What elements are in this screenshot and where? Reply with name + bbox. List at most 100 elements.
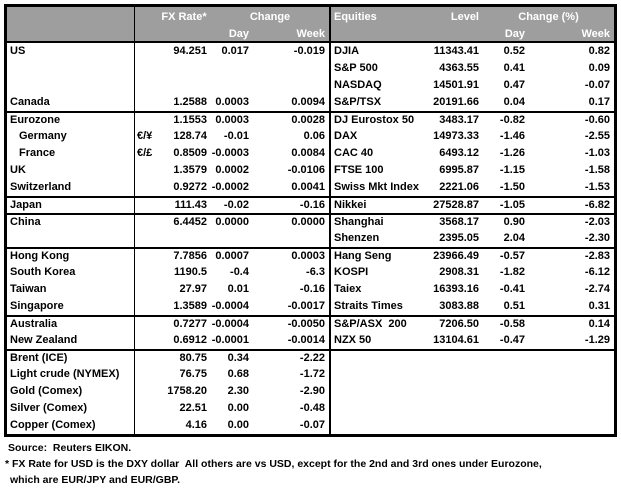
equity-week-change-cell: 0.17 xyxy=(588,96,610,108)
fx-change-column-header: Change xyxy=(211,7,329,27)
equity-level-cell: 2908.31 xyxy=(439,266,479,278)
header-rate-spacer-2 xyxy=(157,27,211,43)
fx-name-cell xyxy=(7,230,135,247)
fx-rate-cell: 7.7856 xyxy=(157,247,211,264)
equity-week-change-cell: -1.03 xyxy=(584,147,610,159)
fx-rate-cell: 1758.20 xyxy=(167,385,207,397)
equity-level-cell: 3568.17 xyxy=(426,213,483,230)
fx-rate-cell: 128.74 xyxy=(173,130,207,142)
equity-day-change-cell: 0.52 xyxy=(503,45,525,57)
fx-rate-cell xyxy=(157,60,211,77)
equity-name-cell: FTSE 100 xyxy=(329,162,426,179)
equity-week-change-cell xyxy=(529,383,614,400)
equity-day-change-cell: 0.41 xyxy=(503,62,525,74)
equity-level-cell: 2221.06 xyxy=(439,181,479,193)
equity-week-change-cell xyxy=(529,366,614,383)
fx-week-change-cell: -0.019 xyxy=(293,45,325,57)
equity-day-change-cell xyxy=(483,349,529,366)
fx-week-change-cell: 0.0000 xyxy=(253,213,329,230)
fx-day-change-cell: -0.01 xyxy=(223,130,249,142)
equity-week-change-cell: -1.58 xyxy=(584,164,610,176)
fx-name-cell: Taiwan xyxy=(7,281,135,298)
fx-pair-cell xyxy=(135,213,157,230)
equity-level-cell xyxy=(426,417,483,434)
fx-pair-cell xyxy=(135,94,157,111)
fx-name-cell: New Zealand xyxy=(7,332,135,349)
equity-day-change-cell xyxy=(483,400,529,417)
fx-pair-cell: €/¥ xyxy=(137,130,153,142)
fx-day-change-cell: -0.0003 xyxy=(211,147,249,159)
fx-day-change-cell: 0.0000 xyxy=(211,213,253,230)
equity-day-change-cell: -1.50 xyxy=(499,181,525,193)
equity-day-change-cell xyxy=(483,417,529,434)
equity-day-change-cell: 0.04 xyxy=(503,96,525,108)
fx-week-column-header: Week xyxy=(253,27,329,43)
fx-week-change-cell: -2.22 xyxy=(253,349,329,366)
level-column-header: Level xyxy=(426,7,483,27)
equity-level-cell: 23966.49 xyxy=(426,247,483,264)
fx-week-change-cell: 0.0094 xyxy=(291,96,325,108)
fx-pair-cell xyxy=(135,400,157,417)
fx-name-cell: US xyxy=(7,43,135,60)
fx-week-change-cell: -2.90 xyxy=(299,385,325,397)
equity-level-cell xyxy=(426,383,483,400)
fx-pair-cell xyxy=(135,60,157,77)
fx-week-change-cell: 0.0041 xyxy=(291,181,325,193)
equity-name-cell: Nikkei xyxy=(329,196,426,213)
equity-week-change-cell: 0.09 xyxy=(588,62,610,74)
fx-name-cell: Singapore xyxy=(7,298,135,315)
fx-day-change-cell: -0.4 xyxy=(230,266,249,278)
fx-week-change-cell: -6.3 xyxy=(306,266,325,278)
equity-day-change-cell: -0.47 xyxy=(499,334,525,346)
fx-rate-cell: 0.6912 xyxy=(173,334,207,346)
fx-pair-cell xyxy=(135,366,157,383)
fx-week-change-cell: 0.0003 xyxy=(253,247,329,264)
fx-rate-cell: 76.75 xyxy=(179,368,207,380)
fx-name-cell: Hong Kong xyxy=(7,247,135,264)
fx-week-change-cell xyxy=(253,230,329,247)
equity-day-change-cell: -1.26 xyxy=(499,147,525,159)
fx-name-cell: China xyxy=(7,213,135,230)
equity-week-change-cell: -2.83 xyxy=(529,247,614,264)
equity-week-change-cell: -2.74 xyxy=(584,283,610,295)
fx-name-cell: Gold (Comex) xyxy=(7,383,135,400)
fx-rate-cell: 1.1553 xyxy=(157,111,211,128)
fx-name-cell: South Korea xyxy=(7,264,135,281)
eq-week-column-header: Week xyxy=(529,27,614,43)
fx-day-column-header: Day xyxy=(211,27,253,43)
fx-rate-cell: 0.7277 xyxy=(157,315,211,332)
equity-day-change-cell: -1.15 xyxy=(499,164,525,176)
fx-name-cell xyxy=(7,77,135,94)
fx-day-change-cell: -0.0004 xyxy=(211,300,249,312)
equity-day-change-cell: -0.82 xyxy=(483,111,529,128)
equity-level-cell: 6493.12 xyxy=(439,147,479,159)
equity-level-cell: 14501.91 xyxy=(433,79,479,91)
fx-day-change-cell: 0.34 xyxy=(211,349,253,366)
fx-rate-cell xyxy=(157,230,211,247)
equity-level-cell: 3083.88 xyxy=(439,300,479,312)
fx-week-change-cell: -0.0017 xyxy=(287,300,325,312)
equity-name-cell: CAC 40 xyxy=(329,145,426,162)
fx-name-cell: Canada xyxy=(7,94,135,111)
fx-rate-cell: 6.4452 xyxy=(157,213,211,230)
fx-pair-cell xyxy=(135,298,157,315)
fx-week-change-cell: -0.07 xyxy=(299,419,325,431)
equity-week-change-cell: -0.07 xyxy=(584,79,610,91)
header-pair-spacer xyxy=(135,7,157,27)
header-eq-name-spacer-2 xyxy=(329,27,426,43)
equity-week-change-cell: -6.12 xyxy=(584,266,610,278)
equity-name-cell: S&P/ASX 200 xyxy=(329,315,426,332)
equity-week-change-cell: 0.82 xyxy=(588,45,610,57)
equity-week-change-cell: -1.53 xyxy=(584,181,610,193)
equity-week-change-cell: -2.03 xyxy=(529,213,614,230)
equity-level-cell: 20191.66 xyxy=(433,96,479,108)
fx-day-change-cell: 0.0003 xyxy=(215,96,249,108)
eq-day-column-header: Day xyxy=(483,27,529,43)
equities-column-header: Equities xyxy=(329,7,426,27)
fx-name-cell: Switzerland xyxy=(7,179,135,196)
fx-week-change-cell: 0.06 xyxy=(303,130,325,142)
equity-week-change-cell xyxy=(529,349,614,366)
fx-rate-cell: 0.9272 xyxy=(173,181,207,193)
equity-level-cell: 11343.41 xyxy=(433,45,479,57)
fx-day-change-cell: -0.0001 xyxy=(211,334,249,346)
